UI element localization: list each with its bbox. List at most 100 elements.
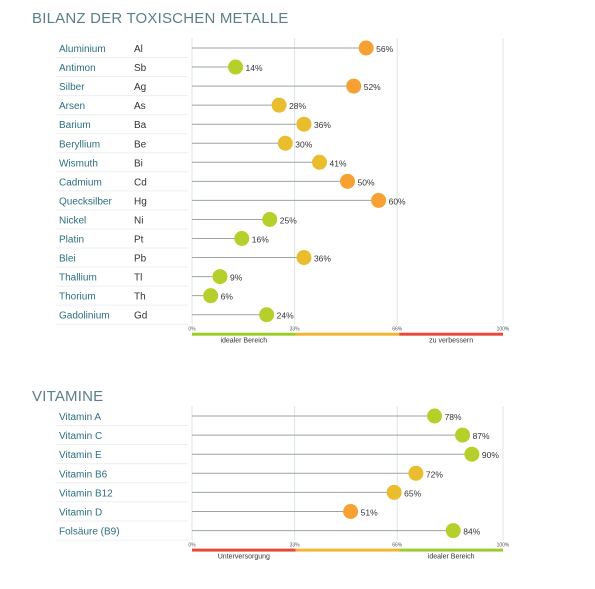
metals-value-label: 25% [280,215,297,225]
vitamins-tick-label: 33% [290,543,301,549]
vitamins-category-label: Folsäure (B9) [59,527,120,538]
vitamins-category-label: Vitamin D [59,508,102,519]
metals-value-label: 16% [252,235,269,245]
metals-symbol-label: Ba [134,120,147,131]
metals-value-label: 60% [389,196,406,206]
metals-category-label: Nickel [59,215,86,226]
vitamins-chart-title: VITAMINE [32,388,104,405]
metals-category-label: Cadmium [59,177,102,188]
vitamins-dot [455,427,471,443]
vitamins-scale-band-label: Unterversorgung [218,554,270,561]
metals-symbol-label: Tl [134,273,142,284]
vitamins-value-label: 84% [463,527,480,537]
metals-symbol-label: Al [134,44,143,55]
metals-value-label: 36% [314,254,331,264]
metals-value-label: 24% [277,311,294,321]
vitamins-value-label: 51% [361,508,378,518]
vitamins-tick-label: 66% [392,543,403,549]
vitamins-dot [343,504,359,519]
metals-category-label: Beryllium [59,139,100,150]
metals-tick-label: 100% [497,327,510,333]
metals-value-label: 50% [358,177,375,187]
metals-symbol-label: Cd [134,177,147,188]
metals-value-label: 14% [246,63,263,73]
metals-category-label: Wismuth [59,158,98,169]
metals-category-label: Platin [59,235,84,246]
metals-value-label: 9% [230,273,243,283]
metals-symbol-label: Pt [134,235,144,246]
metals-category-label: Barium [59,120,91,131]
metals-scale-band [295,332,400,336]
metals-value-label: 28% [289,101,306,111]
vitamins-scale-band [192,548,296,552]
metals-category-label: Arsen [59,101,85,112]
vitamins-dot [408,465,424,481]
metals-value-label: 41% [330,158,347,168]
vitamins-tick-label: 0% [188,543,196,549]
metals-dot [212,269,228,285]
metals-category-label: Silber [59,82,85,93]
vitamins-value-label: 72% [426,469,443,479]
metals-dot [371,192,387,208]
vitamins-value-label: 78% [445,412,462,422]
metals-category-label: Thallium [59,273,97,284]
vitamins-value-label: 90% [482,450,499,460]
metals-category-label: Quecksilber [59,196,112,207]
metals-scale-band-label: zu verbessern [429,338,473,345]
vitamins-value-label: 87% [473,431,490,441]
metals-dot [340,173,355,189]
metals-symbol-label: Pb [134,254,147,265]
metals-category-label: Thorium [59,292,96,303]
metals-value-label: 52% [364,82,381,92]
metals-tick-label: 33% [290,327,301,333]
metals-dot [296,250,312,266]
vitamins-category-label: Vitamin A [59,412,101,423]
vitamins-value-label: 65% [404,488,421,498]
metals-scale-band [192,332,296,336]
metals-category-label: Gadolinium [59,311,110,322]
metals-symbol-label: Sb [134,63,147,74]
metals-dot [203,288,219,304]
metals-category-label: Blei [59,254,76,265]
metals-symbol-label: Hg [134,196,147,207]
vitamins-scale-band [399,548,503,552]
vitamins-category-label: Vitamin E [59,450,102,461]
vitamins-dot [427,408,443,424]
metals-value-label: 30% [295,139,312,149]
metals-value-label: 6% [221,292,234,302]
metals-tick-label: 66% [392,327,403,333]
metals-symbol-label: Be [134,139,147,150]
metals-tick-label: 0% [188,327,196,333]
metals-dot [346,78,362,94]
vitamins-scale-band [295,548,400,552]
metals-value-label: 56% [376,44,393,54]
metals-symbol-label: Ag [134,82,146,93]
vitamins-tick-label: 100% [497,543,510,549]
metals-symbol-label: Bi [134,158,143,169]
vitamins-scale-band-label: idealer Bereich [428,554,475,561]
metals-value-label: 36% [314,120,331,130]
metals-dot [312,154,328,170]
metals-dot [277,135,293,151]
metals-dot [296,116,312,132]
metals-symbol-label: Ni [134,215,143,226]
metals-symbol-label: As [134,101,146,112]
metals-category-label: Antimon [59,63,96,74]
metals-dot [271,97,287,113]
vitamins-category-label: Vitamin B6 [59,469,108,480]
metals-scale-band-label: idealer Bereich [220,338,267,345]
metals-dot [262,211,278,227]
metals-scale-band [399,332,503,336]
vitamins-dot [445,523,461,539]
vitamins-dot [386,484,402,500]
metals-category-label: Aluminium [59,44,106,55]
metals-dot [234,231,250,246]
metals-chart-title: BILANZ DER TOXISCHEN METALLE [32,10,289,27]
metals-symbol-label: Gd [134,311,147,322]
vitamins-category-label: Vitamin C [59,431,102,442]
vitamins-category-label: Vitamin B12 [59,488,113,499]
metals-symbol-label: Th [134,292,146,303]
vitamins-dot [464,446,480,462]
metals-dot [259,307,275,323]
